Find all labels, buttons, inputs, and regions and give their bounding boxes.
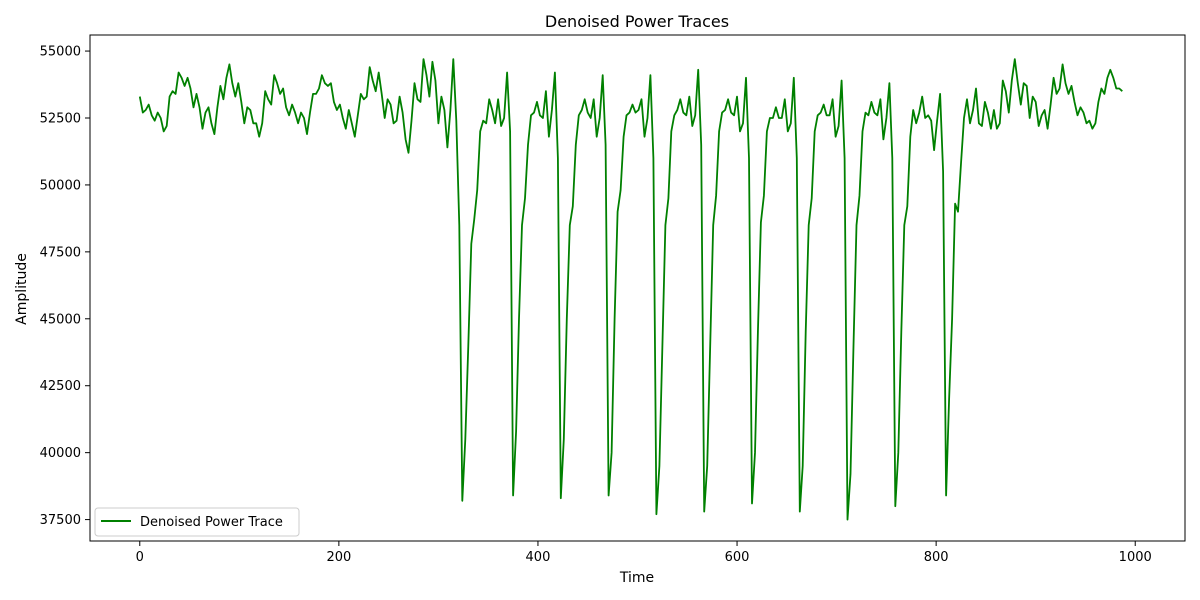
y-tick-label: 55000 xyxy=(40,45,81,60)
y-tick-label: 52500 xyxy=(40,111,81,126)
x-tick-label: 800 xyxy=(924,550,949,565)
chart-title: Denoised Power Traces xyxy=(545,12,729,31)
y-axis-title: Amplitude xyxy=(14,253,30,325)
y-tick-label: 45000 xyxy=(40,312,81,327)
x-tick-label: 600 xyxy=(725,550,750,565)
x-axis-title: Time xyxy=(619,570,654,586)
y-tick-label: 50000 xyxy=(40,178,81,193)
y-tick-label: 37500 xyxy=(40,513,81,528)
series-line-0 xyxy=(138,58,1123,521)
y-tick-label: 47500 xyxy=(40,245,81,260)
plot-frame xyxy=(89,34,1186,542)
y-tick-label: 42500 xyxy=(40,379,81,394)
x-tick-label: 1000 xyxy=(1119,550,1152,565)
legend-label: Denoised Power Trace xyxy=(140,515,283,530)
y-axis: 37500 40000 42500 45000 47500 50000 52500 55000 xyxy=(40,45,90,528)
legend: Denoised Power Trace xyxy=(94,507,300,537)
x-tick-label: 400 xyxy=(526,550,551,565)
x-tick-label: 200 xyxy=(326,550,351,565)
legend-box xyxy=(94,507,300,537)
plot-layer xyxy=(138,58,1123,521)
x-axis: 0 200 400 600 800 1000 xyxy=(136,541,1152,565)
y-tick-label: 40000 xyxy=(40,446,81,461)
x-tick-label: 0 xyxy=(136,550,144,565)
